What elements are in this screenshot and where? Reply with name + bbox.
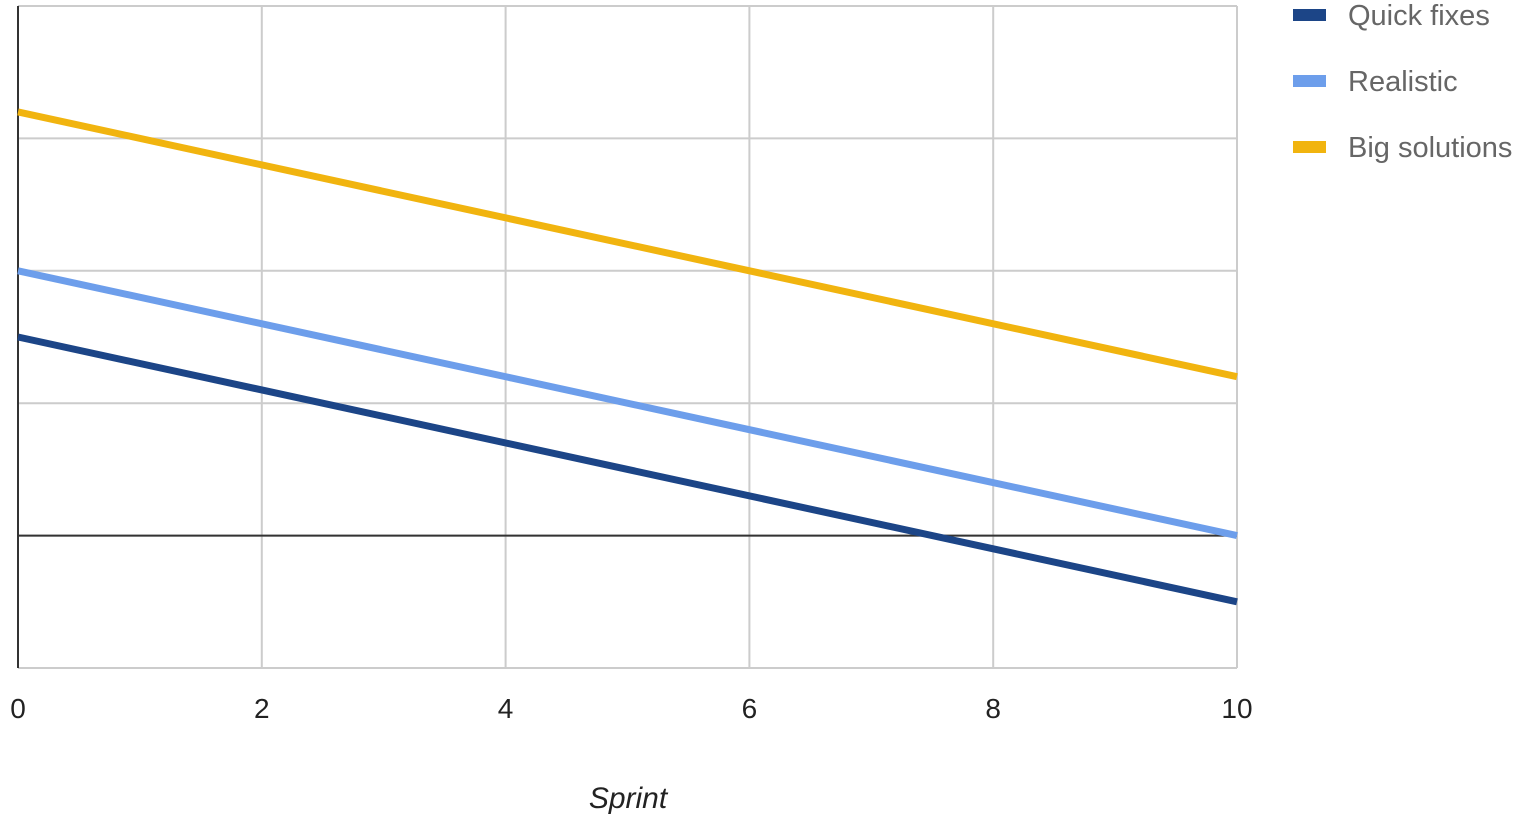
x-tick-label: 8 (985, 693, 1001, 724)
legend: Quick fixes Realistic Big solutions (1293, 0, 1512, 164)
series-line-quick-fixes (17, 333, 1238, 606)
x-axis-title: Sprint (589, 782, 669, 815)
series-line-big-solutions (17, 108, 1238, 381)
x-tick-label: 4 (498, 693, 514, 724)
legend-swatch (1293, 75, 1326, 87)
x-tick-label: 0 (10, 693, 26, 724)
legend-label: Big solutions (1348, 132, 1512, 164)
legend-label: Realistic (1348, 66, 1458, 98)
legend-label: Quick fixes (1348, 0, 1490, 32)
x-axis-tick-labels: 0 2 4 6 8 10 (10, 693, 1252, 724)
legend-swatch (1293, 141, 1326, 153)
series-lines (17, 108, 1238, 606)
series-line-realistic (17, 267, 1238, 540)
x-tick-label: 2 (254, 693, 270, 724)
x-tick-label: 10 (1221, 693, 1252, 724)
legend-swatch (1293, 9, 1326, 21)
x-tick-label: 6 (742, 693, 758, 724)
